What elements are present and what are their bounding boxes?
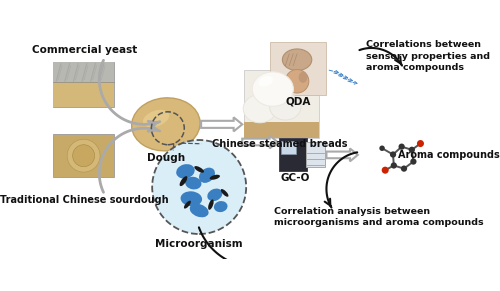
Ellipse shape (298, 72, 308, 83)
FancyArrow shape (326, 148, 358, 162)
FancyBboxPatch shape (270, 42, 326, 95)
FancyBboxPatch shape (54, 62, 114, 107)
Circle shape (410, 158, 416, 165)
Circle shape (390, 162, 397, 168)
Text: Aroma compounds: Aroma compounds (398, 150, 500, 159)
FancyBboxPatch shape (282, 141, 296, 154)
Ellipse shape (210, 175, 220, 180)
Ellipse shape (270, 93, 301, 120)
Circle shape (390, 151, 396, 158)
Ellipse shape (190, 204, 208, 217)
FancyBboxPatch shape (54, 134, 114, 177)
FancyBboxPatch shape (280, 138, 307, 171)
Ellipse shape (132, 98, 200, 151)
Ellipse shape (180, 176, 188, 186)
Circle shape (382, 167, 388, 174)
Circle shape (72, 145, 94, 167)
Text: Microorganism: Microorganism (156, 239, 243, 249)
Text: Chinese steamed breads: Chinese steamed breads (212, 139, 347, 149)
Text: GC-O: GC-O (280, 173, 310, 182)
Circle shape (417, 140, 424, 147)
Circle shape (401, 166, 407, 172)
Circle shape (380, 146, 385, 151)
Ellipse shape (243, 95, 276, 123)
Text: Dough: Dough (147, 153, 185, 163)
FancyArrow shape (201, 117, 242, 132)
FancyBboxPatch shape (244, 70, 318, 138)
Ellipse shape (194, 166, 204, 173)
Ellipse shape (208, 199, 214, 210)
Text: QDA: QDA (285, 96, 310, 106)
FancyBboxPatch shape (54, 62, 114, 82)
Circle shape (67, 139, 100, 172)
Circle shape (398, 143, 405, 150)
FancyBboxPatch shape (54, 82, 114, 107)
Ellipse shape (208, 189, 222, 201)
Ellipse shape (252, 72, 294, 106)
Circle shape (152, 140, 246, 234)
Ellipse shape (185, 177, 202, 189)
Ellipse shape (258, 76, 273, 86)
FancyBboxPatch shape (306, 142, 326, 167)
Ellipse shape (199, 168, 215, 183)
Ellipse shape (180, 191, 202, 206)
Ellipse shape (184, 201, 191, 209)
Text: Commercial yeast: Commercial yeast (32, 45, 137, 55)
Ellipse shape (286, 70, 309, 93)
Ellipse shape (214, 201, 228, 212)
Text: Correlations between
sensory properties and
aroma compounds: Correlations between sensory properties … (366, 40, 490, 72)
Circle shape (408, 147, 415, 153)
Text: Traditional Chinese sourdough: Traditional Chinese sourdough (0, 195, 168, 205)
FancyArrow shape (242, 136, 278, 148)
Ellipse shape (176, 164, 195, 179)
Ellipse shape (221, 189, 228, 197)
Ellipse shape (282, 49, 312, 70)
Ellipse shape (143, 110, 169, 127)
FancyBboxPatch shape (244, 122, 318, 138)
Text: Correlation analysis between
microorganisms and aroma compounds: Correlation analysis between microorgani… (274, 207, 483, 227)
